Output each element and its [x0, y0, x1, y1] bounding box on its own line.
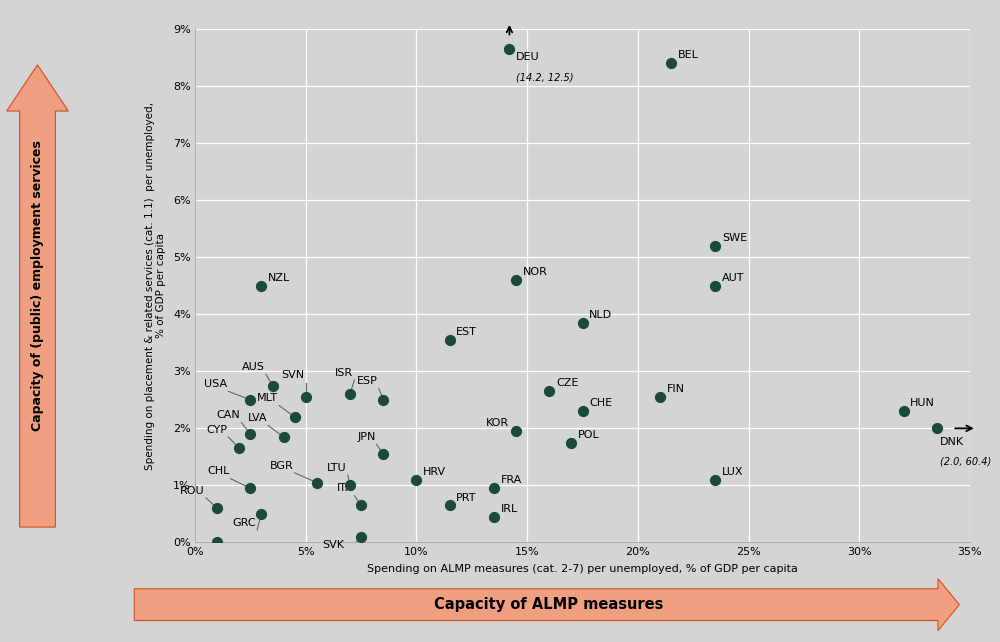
Text: CYP: CYP [206, 424, 227, 435]
Text: (2.0, 60.4): (2.0, 60.4) [940, 457, 991, 467]
Text: AUS: AUS [242, 362, 265, 372]
Text: Capacity of (public) employment services: Capacity of (public) employment services [31, 140, 44, 431]
Text: CAN: CAN [217, 410, 240, 421]
Point [253, 281, 269, 291]
Point [209, 537, 225, 548]
Point [375, 449, 391, 459]
Point [501, 44, 517, 54]
Point [652, 392, 668, 402]
Text: MLT: MLT [257, 394, 278, 403]
Point [342, 389, 358, 399]
Text: CHE: CHE [589, 399, 612, 408]
Point [508, 426, 524, 437]
Point [242, 429, 258, 439]
Point [707, 474, 723, 485]
Point [574, 406, 590, 417]
Text: SWE: SWE [722, 233, 747, 243]
FancyArrow shape [7, 65, 68, 527]
Text: SVN: SVN [281, 370, 305, 381]
Point [486, 483, 502, 494]
Point [231, 443, 247, 453]
X-axis label: Spending on ALMP measures (cat. 2-7) per unemployed, % of GDP per capita: Spending on ALMP measures (cat. 2-7) per… [367, 564, 798, 573]
Point [264, 381, 280, 391]
Text: DNK: DNK [940, 437, 964, 447]
Text: USA: USA [204, 379, 227, 389]
Point [707, 281, 723, 291]
Point [541, 386, 557, 396]
Text: (14.2, 12.5): (14.2, 12.5) [516, 73, 574, 83]
Text: LVA: LVA [247, 413, 267, 423]
Point [896, 406, 912, 417]
Text: LUX: LUX [722, 467, 744, 477]
Y-axis label: Spending on placement & related services (cat. 1.1)  per unemployed,
% of GDP pe: Spending on placement & related services… [145, 101, 166, 470]
Text: EST: EST [456, 327, 477, 337]
Text: NZL: NZL [268, 273, 290, 283]
Point [442, 334, 458, 345]
Text: HUN: HUN [910, 399, 935, 408]
FancyArrow shape [134, 578, 959, 630]
Point [242, 395, 258, 405]
Text: NOR: NOR [523, 267, 548, 277]
Text: ITA: ITA [337, 483, 353, 494]
Text: GRC: GRC [232, 517, 256, 528]
Point [287, 412, 303, 422]
Point [508, 275, 524, 285]
Text: PRT: PRT [456, 492, 477, 503]
Text: NLD: NLD [589, 310, 612, 320]
Point [342, 480, 358, 490]
Point [663, 58, 679, 68]
Text: CHL: CHL [207, 466, 229, 476]
Point [298, 392, 314, 402]
Text: ESP: ESP [357, 376, 378, 386]
Text: BGR: BGR [270, 460, 294, 471]
Text: DEU: DEU [516, 52, 540, 62]
Point [353, 532, 369, 542]
Point [929, 423, 945, 433]
Point [276, 432, 292, 442]
Text: CZE: CZE [556, 378, 578, 388]
Text: SVK: SVK [322, 541, 344, 550]
Point [253, 509, 269, 519]
Text: AUT: AUT [722, 273, 744, 283]
Point [242, 483, 258, 494]
Point [442, 500, 458, 510]
Text: Capacity of ALMP measures: Capacity of ALMP measures [434, 597, 664, 612]
Text: KOR: KOR [486, 419, 509, 428]
Text: BEL: BEL [678, 50, 699, 60]
Text: HRV: HRV [423, 467, 446, 477]
Text: FIN: FIN [667, 384, 685, 394]
Point [309, 478, 325, 488]
Text: POL: POL [578, 429, 600, 440]
Point [486, 512, 502, 522]
Text: LTU: LTU [327, 463, 347, 473]
Text: FRA: FRA [501, 476, 522, 485]
Point [353, 500, 369, 510]
Text: IRL: IRL [501, 504, 518, 514]
Point [375, 395, 391, 405]
Text: JPN: JPN [357, 432, 375, 442]
Point [574, 318, 590, 328]
Point [408, 474, 424, 485]
Point [563, 437, 579, 447]
Text: ROU: ROU [180, 486, 205, 496]
Text: ISR: ISR [335, 368, 353, 377]
Point [707, 241, 723, 251]
Point [209, 503, 225, 514]
